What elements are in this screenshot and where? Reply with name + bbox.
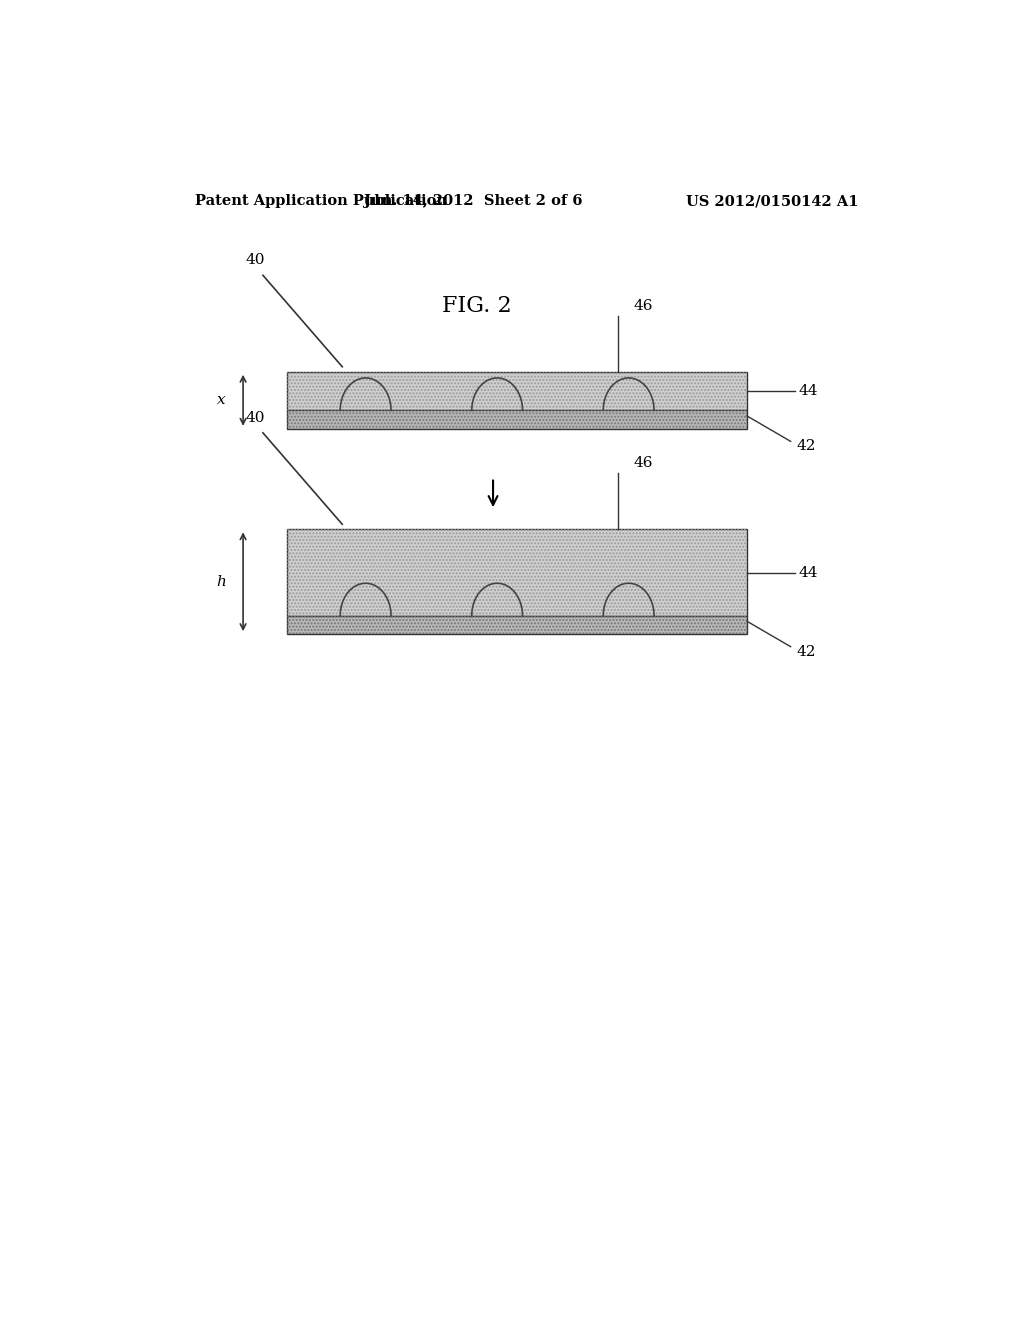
Bar <box>287 529 748 615</box>
Bar <box>287 529 748 615</box>
Bar <box>287 372 748 411</box>
Text: Patent Application Publication: Patent Application Publication <box>196 194 447 209</box>
Text: US 2012/0150142 A1: US 2012/0150142 A1 <box>686 194 858 209</box>
Text: 42: 42 <box>797 440 816 454</box>
Text: 40: 40 <box>245 411 265 425</box>
Text: h: h <box>216 574 225 589</box>
Bar <box>287 411 748 429</box>
Text: 46: 46 <box>634 298 653 313</box>
Bar <box>287 372 748 411</box>
Text: x: x <box>216 393 225 408</box>
Text: Jun. 14, 2012  Sheet 2 of 6: Jun. 14, 2012 Sheet 2 of 6 <box>364 194 583 209</box>
Bar <box>287 615 748 634</box>
Bar <box>287 615 748 634</box>
Text: 40: 40 <box>245 253 265 267</box>
Text: FIG. 2: FIG. 2 <box>442 294 512 317</box>
Text: 44: 44 <box>799 565 818 579</box>
Text: 46: 46 <box>634 457 653 470</box>
Text: 42: 42 <box>797 644 816 659</box>
Text: 44: 44 <box>799 384 818 399</box>
Bar <box>287 411 748 429</box>
